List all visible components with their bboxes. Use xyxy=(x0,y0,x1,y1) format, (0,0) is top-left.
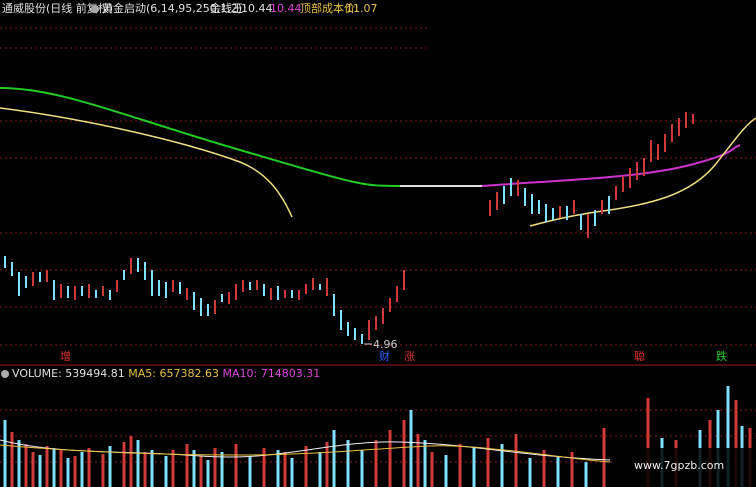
rising-candles xyxy=(32,112,694,340)
yellow-line xyxy=(529,117,756,227)
signal-markers: 增 财 涨 聪 跌 xyxy=(60,349,727,363)
volume-name: VOLUME: xyxy=(12,367,62,380)
ma10-label: MA10: xyxy=(223,367,258,380)
ma10-value: 714803.31 xyxy=(261,367,321,380)
indicator-icon xyxy=(91,5,99,13)
golden-line-label: 金线王: xyxy=(210,1,247,15)
magenta-line xyxy=(481,144,741,187)
golden-line-value: 10.44 xyxy=(270,2,302,15)
falling-candles xyxy=(503,178,610,230)
signal-marker: 跌 xyxy=(716,349,727,363)
ma10-line xyxy=(0,444,611,463)
volume-value: 539494.81 xyxy=(65,367,125,380)
top-cost-value: 11.07 xyxy=(346,2,378,15)
volume-label: VOLUME: 539494.81 MA5: 657382.63 MA10: 7… xyxy=(12,367,320,380)
indicator-lines xyxy=(0,87,756,227)
signal-marker: 聪 xyxy=(634,349,645,363)
stock-title: 通威股份(日线 前复权) xyxy=(2,1,113,15)
signal-marker: 涨 xyxy=(404,350,415,363)
top-cost-label: 顶部成本价: xyxy=(300,1,359,15)
price-annotation: 4.96 xyxy=(364,338,398,351)
watermark-box xyxy=(612,448,756,487)
signal-marker: 增 xyxy=(60,349,71,363)
signal-marker: 财 xyxy=(379,349,390,363)
volume-icon xyxy=(1,370,9,378)
yellow-line xyxy=(0,107,293,218)
ma5-value: 657382.63 xyxy=(160,367,220,380)
green-line xyxy=(0,87,401,187)
header: 通威股份(日线 前复权) 黄金启动(6,14,95,250,1,2) 金线王: … xyxy=(2,1,378,15)
ma5-label: MA5: xyxy=(128,367,156,380)
golden-line-value: 10.44 xyxy=(241,2,273,15)
watermark: www.7gpzb.com xyxy=(634,459,724,472)
indicator-name: 黄金启动(6,14,95,250,1,2) xyxy=(102,1,242,15)
low-price-label: 4.96 xyxy=(373,338,398,351)
grid xyxy=(0,27,756,463)
volume-header: VOLUME: 539494.81 MA5: 657382.63 MA10: 7… xyxy=(1,367,320,380)
candles xyxy=(4,112,694,344)
falling-candles xyxy=(4,256,363,344)
